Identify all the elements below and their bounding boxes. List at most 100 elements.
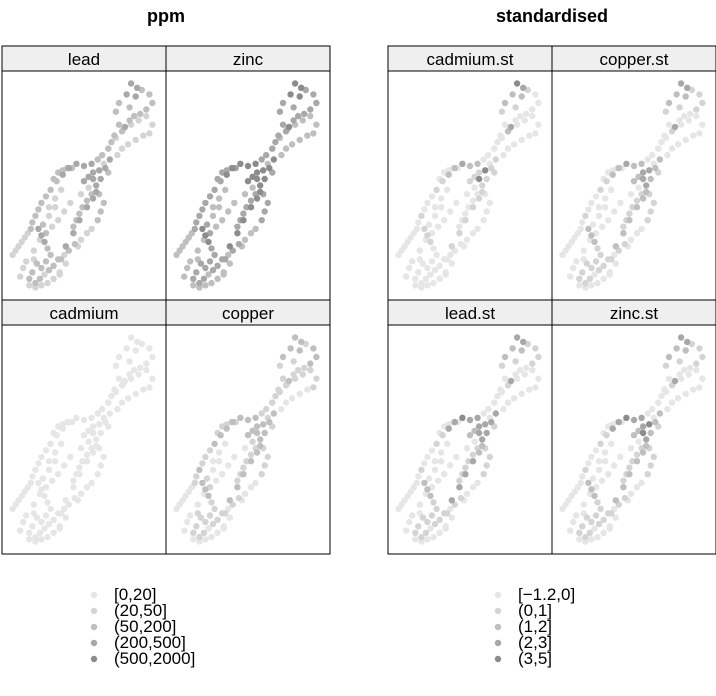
point-cadmium-st (521, 117, 528, 124)
strip-label-lead: lead (68, 50, 100, 69)
point-lead-st (466, 432, 474, 439)
point-cadmium (50, 529, 57, 536)
point-cadmium (94, 410, 101, 417)
point-copper-st (623, 160, 630, 167)
point-cadmium-st (483, 208, 490, 215)
point-cadmium-st (504, 145, 512, 152)
point-lead-st (488, 418, 495, 426)
point-zinc-st (647, 462, 654, 469)
point-copper (252, 479, 259, 487)
point-lead-st (529, 360, 536, 367)
point-copper-st (591, 238, 598, 246)
point-cadmium (32, 533, 39, 541)
point-copper (260, 421, 267, 428)
point-copper (287, 345, 294, 352)
point-lead (44, 279, 51, 287)
point-zinc-st (573, 512, 580, 519)
point-lead (59, 171, 66, 178)
point-zinc-st (650, 453, 657, 461)
point-zinc (220, 271, 227, 278)
point-lead (89, 169, 97, 176)
point-cadmium-st (475, 175, 483, 183)
point-cadmium (80, 432, 88, 439)
point-zinc-st (597, 505, 604, 513)
point-lead-st (412, 536, 419, 543)
point-cadmium (32, 466, 39, 474)
point-zinc (215, 195, 223, 202)
point-zinc (229, 164, 236, 172)
point-copper (278, 405, 285, 413)
point-copper (231, 453, 238, 461)
point-lead-st (424, 486, 431, 493)
point-lead-st (483, 429, 490, 437)
point-zinc-st (595, 520, 603, 528)
point-copper (299, 371, 306, 378)
point-cadmium-st (494, 138, 501, 146)
point-zinc-st (608, 440, 615, 447)
point-cadmium (42, 512, 50, 519)
point-cadmium (140, 386, 147, 393)
point-lead-st (459, 414, 466, 421)
point-cadmium (100, 453, 108, 461)
point-lead (56, 271, 63, 278)
point-zinc-st (699, 375, 706, 382)
point-lead-st (418, 533, 425, 541)
point-lead (143, 106, 150, 113)
point-copper-st (615, 164, 622, 172)
point-lead (140, 132, 147, 139)
point-lead-st (512, 358, 519, 365)
point-cadmium-st (412, 282, 419, 289)
point-zinc-st (582, 533, 589, 541)
point-lead-st (494, 392, 501, 400)
point-lead-st (479, 436, 486, 443)
point-zinc-st (608, 510, 615, 517)
point-copper (247, 458, 255, 465)
point-lead (42, 193, 50, 200)
point-zinc-st (600, 529, 607, 536)
point-copper-st (676, 104, 683, 111)
point-copper (206, 447, 214, 454)
point-cadmium-st (418, 279, 425, 287)
point-cadmium-st (431, 266, 439, 274)
legend-key-1-3 (494, 639, 502, 647)
legend-label-1-4: (3,5] (518, 649, 552, 668)
point-zinc (234, 223, 241, 230)
point-cadmium (17, 527, 24, 534)
point-copper (194, 510, 201, 517)
point-zinc (193, 219, 200, 226)
point-zinc (275, 132, 282, 139)
point-lead-st (418, 466, 425, 474)
point-copper-st (665, 121, 673, 128)
point-cadmium-st (456, 230, 463, 237)
point-zinc-st (583, 514, 591, 521)
point-lead (97, 175, 104, 183)
point-copper-st (639, 169, 647, 176)
point-lead (50, 175, 57, 183)
point-cadmium-st (431, 212, 439, 220)
point-zinc-st (595, 466, 603, 474)
point-copper-st (582, 284, 589, 291)
point-cadmium (62, 514, 69, 521)
point-copper-st (687, 110, 694, 118)
point-lead (94, 156, 101, 163)
point-copper (202, 453, 209, 461)
point-lead (32, 212, 39, 220)
point-cadmium-st (513, 80, 521, 87)
point-lead (89, 175, 97, 183)
point-lead-st (441, 471, 448, 478)
point-zinc (310, 130, 317, 137)
point-copper (307, 366, 314, 374)
point-copper-st (685, 117, 692, 124)
point-cadmium (127, 375, 135, 382)
point-cadmium (68, 418, 76, 426)
point-lead-st (510, 395, 518, 402)
point-zinc (244, 178, 252, 185)
point-cadmium-st (475, 169, 483, 176)
point-copper-st (630, 178, 638, 185)
point-lead (105, 145, 112, 152)
point-cadmium (112, 388, 120, 395)
point-cadmium (146, 384, 153, 391)
point-copper-st (603, 178, 610, 185)
legend-label-1-0: [−1.2,0] (518, 585, 575, 604)
point-copper-st (652, 164, 659, 172)
